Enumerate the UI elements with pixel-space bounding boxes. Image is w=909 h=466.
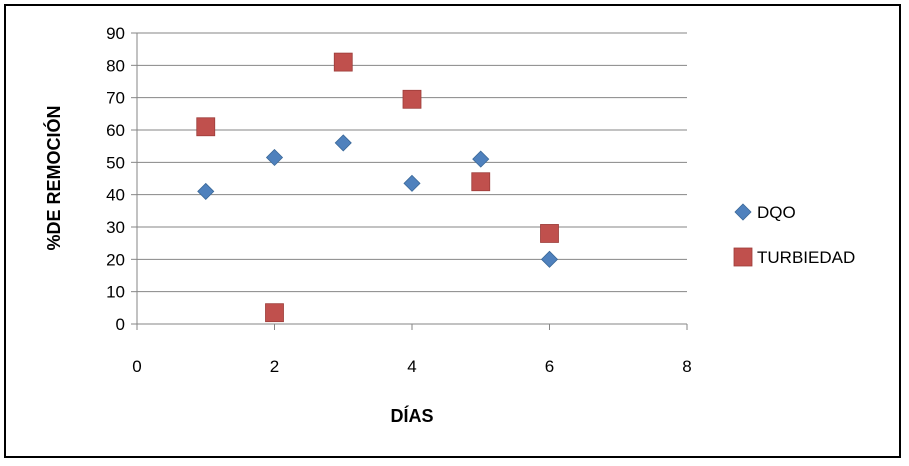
turbiedad-legend-label: TURBIEDAD: [757, 248, 855, 267]
data-points: [196, 52, 559, 323]
x-axis-title: DÍAS: [390, 405, 433, 426]
y-axis-title: %DE REMOCIÓN: [43, 105, 64, 250]
axes: [131, 32, 688, 330]
y-tick-label: 50: [106, 153, 125, 172]
tick-labels: 0 10 20 30 40 50 60 70 80 90 0 2 4 6 8: [106, 24, 692, 376]
y-tick-label: 10: [106, 283, 125, 302]
x-tick-label: 2: [270, 357, 279, 376]
y-tick-label: 0: [116, 315, 125, 334]
gridlines: [137, 32, 687, 293]
dqo-point: [334, 134, 352, 152]
turbiedad-point: [265, 303, 284, 323]
x-tick-label: 8: [682, 357, 691, 376]
dqo-point: [540, 250, 559, 268]
dqo-point: [403, 174, 421, 192]
turbiedad-point: [540, 224, 559, 243]
y-tick-label: 70: [106, 89, 125, 108]
y-tick-label: 80: [106, 56, 125, 75]
turbiedad-legend-marker: [733, 247, 753, 267]
legend: DQO TURBIEDAD: [733, 203, 855, 267]
turbiedad-point: [402, 89, 422, 109]
y-tick-label: 90: [106, 24, 125, 43]
dqo-point: [197, 182, 215, 200]
x-tick-label: 4: [407, 357, 416, 376]
y-tick-label: 40: [106, 186, 125, 205]
y-tick-label: 30: [106, 218, 125, 237]
turbiedad-point: [333, 52, 353, 72]
x-tick-label: 0: [132, 357, 141, 376]
x-tick-label: 6: [545, 357, 554, 376]
dqo-point: [472, 150, 490, 168]
y-tick-label: 20: [106, 250, 125, 269]
turbiedad-point: [196, 117, 216, 137]
dqo-point: [265, 148, 284, 167]
dqo-legend-marker: [734, 203, 752, 221]
turbiedad-point: [471, 172, 491, 192]
y-tick-label: 60: [106, 121, 125, 140]
dqo-legend-label: DQO: [757, 203, 796, 222]
chart-frame: [4, 4, 901, 458]
